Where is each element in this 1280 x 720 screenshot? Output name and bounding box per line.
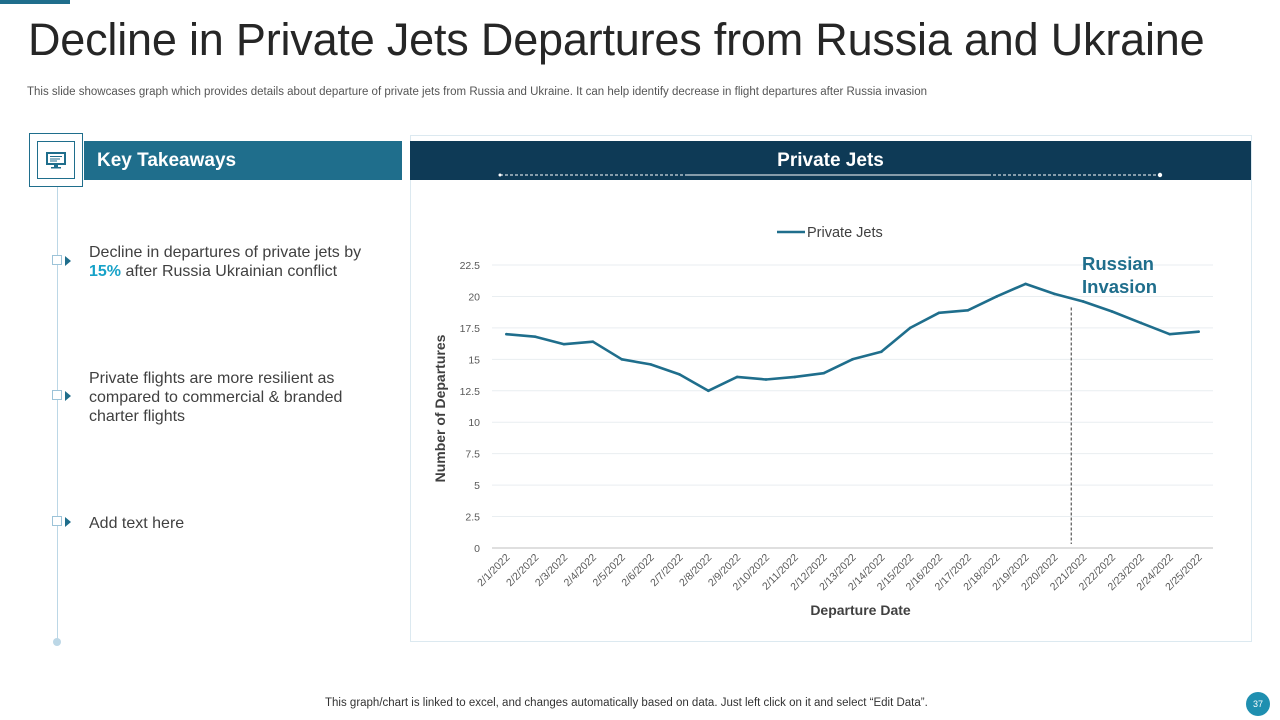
data-point <box>678 373 681 376</box>
y-tick-label: 22.5 <box>460 260 481 272</box>
data-point <box>822 371 825 375</box>
y-tick-label: 17.5 <box>460 323 481 335</box>
data-point <box>908 326 912 330</box>
y-axis-title: Number of Departures <box>432 334 448 482</box>
y-tick-label: 2.5 <box>465 512 480 524</box>
data-point <box>793 375 797 379</box>
takeaway-text: Decline in departures of private jets by <box>89 244 362 261</box>
key-takeaways-header: Key Takeaways <box>84 141 402 180</box>
data-point <box>562 342 566 346</box>
chart-panel <box>410 135 1252 642</box>
takeaway-item-3: Add text here <box>89 515 185 532</box>
takeaway-text: after Russia Ukrainian conflict <box>121 263 338 280</box>
data-point <box>937 311 941 315</box>
data-point <box>1168 332 1172 336</box>
data-point <box>1024 282 1027 286</box>
series-line-private-jets <box>505 282 1200 393</box>
bullet-marker <box>52 390 74 402</box>
data-point <box>851 358 854 361</box>
data-point <box>1081 300 1085 303</box>
data-point <box>649 363 652 366</box>
data-point <box>764 378 768 381</box>
y-tick-label: 12.5 <box>460 386 481 398</box>
y-tick-label: 10 <box>468 417 480 429</box>
private-jets-header-title: Private Jets <box>777 150 884 171</box>
timeline-end-dot <box>53 638 61 646</box>
data-point <box>966 308 970 312</box>
data-point <box>735 375 739 379</box>
takeaway-item-1: Decline in departures of private jets by… <box>89 243 389 281</box>
takeaways-icon-box <box>29 133 83 187</box>
data-point <box>995 295 998 298</box>
top-accent-bar <box>0 0 70 4</box>
y-tick-label: 0 <box>474 543 480 555</box>
data-point <box>880 350 883 354</box>
bullet-marker <box>52 255 74 267</box>
legend-label: Private Jets <box>807 225 883 241</box>
header-decoration <box>498 172 1163 178</box>
highlight-value: 15% <box>89 263 122 280</box>
y-tick-label: 15 <box>468 354 480 366</box>
data-point <box>707 389 710 393</box>
y-tick-label: 20 <box>468 291 480 303</box>
data-point <box>591 340 595 344</box>
private-jets-header: Private Jets <box>410 141 1251 180</box>
y-tick-label: 7.5 <box>465 449 480 461</box>
data-point <box>505 332 508 336</box>
footer-note: This graph/chart is linked to excel, and… <box>325 697 928 709</box>
data-point <box>1053 292 1056 296</box>
takeaway-item-2: Private flights are more resilient as co… <box>89 370 343 425</box>
page-subtitle: This slide showcases graph which provide… <box>27 86 928 98</box>
bullet-marker <box>52 516 74 528</box>
data-point <box>1197 330 1200 333</box>
data-point <box>1110 310 1114 313</box>
y-tick-label: 5 <box>474 480 480 492</box>
key-takeaways-title: Key Takeaways <box>97 150 237 171</box>
x-axis-title: Departure Date <box>810 602 911 618</box>
timeline-line <box>57 186 58 641</box>
data-point <box>1139 321 1143 325</box>
data-point <box>620 358 624 361</box>
page-number-badge: 37 <box>1246 692 1270 716</box>
page-title: Decline in Private Jets Departures from … <box>28 14 1205 65</box>
annotation-label: Russian Invasion <box>1082 253 1157 297</box>
data-point <box>533 335 537 338</box>
monitor-icon <box>46 152 66 169</box>
